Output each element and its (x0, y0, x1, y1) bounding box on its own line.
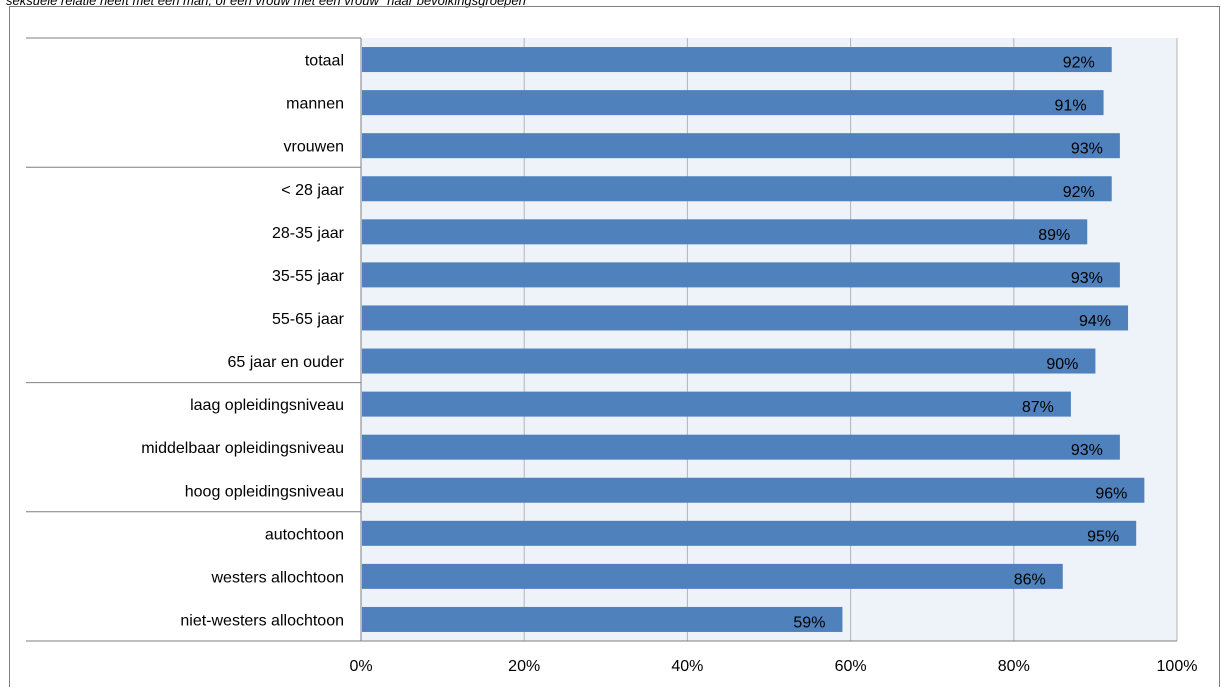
bar (362, 133, 1120, 159)
data-label: 87% (1022, 399, 1054, 416)
bar (362, 434, 1120, 460)
chart-subtitle: seksuele relatie heeft met een man, of e… (6, 0, 526, 8)
category-label: middelbaar opleidingsniveau (141, 440, 344, 457)
x-tick-label: 80% (998, 658, 1030, 675)
data-label: 92% (1063, 184, 1095, 201)
x-tick-label: 100% (1157, 658, 1198, 675)
category-label: 28-35 jaar (272, 225, 345, 242)
bar (362, 606, 843, 632)
data-label: 92% (1063, 55, 1095, 72)
bar (362, 47, 1112, 73)
data-label: 96% (1095, 485, 1127, 502)
category-label: autochtoon (265, 526, 344, 543)
plot-area (361, 38, 1177, 641)
bar (362, 219, 1088, 245)
category-label: laag opleidingsniveau (190, 397, 344, 414)
category-label: vrouwen (284, 139, 344, 156)
chart-frame (9, 6, 1220, 687)
data-label: 89% (1038, 227, 1070, 244)
bar (362, 348, 1096, 374)
data-label: 94% (1079, 313, 1111, 330)
data-label: 86% (1014, 571, 1046, 588)
data-label: 91% (1055, 98, 1087, 115)
data-label: 93% (1071, 141, 1103, 158)
category-label: 35-55 jaar (272, 268, 345, 285)
category-label: hoog opleidingsniveau (185, 483, 344, 500)
data-label: 59% (793, 614, 825, 631)
category-label: 65 jaar en ouder (227, 354, 344, 371)
bar (362, 176, 1112, 202)
bar (362, 563, 1063, 589)
category-label: mannen (286, 96, 344, 113)
bar (362, 477, 1145, 503)
bar (362, 391, 1071, 417)
category-label: totaal (305, 53, 344, 70)
data-label: 93% (1071, 442, 1103, 459)
category-label: niet-westers allochtoon (180, 612, 344, 629)
x-tick-label: 0% (349, 658, 372, 675)
bar (362, 520, 1137, 546)
category-label: westers allochtoon (210, 569, 344, 586)
bar (362, 262, 1120, 288)
bar (362, 305, 1129, 331)
category-label: < 28 jaar (281, 182, 344, 199)
data-label: 93% (1071, 270, 1103, 287)
data-label: 95% (1087, 528, 1119, 545)
x-tick-label: 20% (508, 658, 540, 675)
data-label: 90% (1046, 356, 1078, 373)
x-tick-label: 60% (835, 658, 867, 675)
x-tick-label: 40% (671, 658, 703, 675)
bar (362, 90, 1104, 116)
category-label: 55-65 jaar (272, 311, 345, 328)
